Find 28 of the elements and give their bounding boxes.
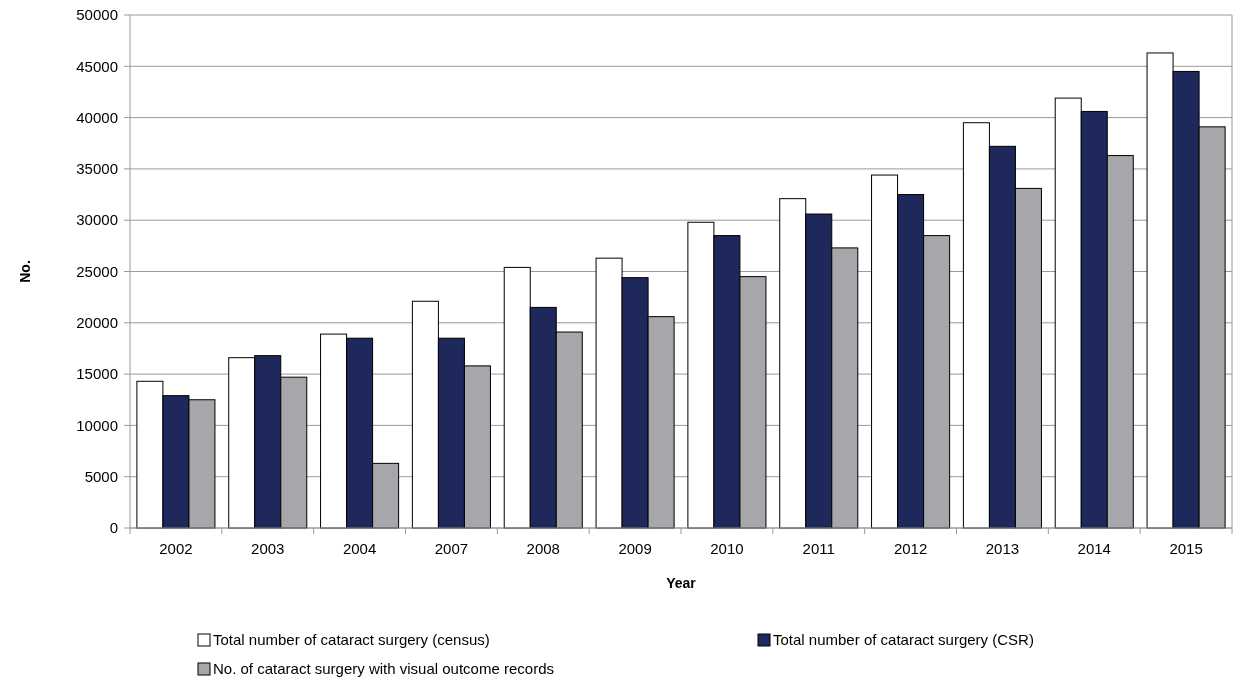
y-tick-label: 50000	[76, 6, 118, 24]
x-tick-label: 2003	[251, 540, 285, 557]
x-tick-label: 2004	[342, 540, 377, 557]
x-tick-label: 2014	[1077, 540, 1111, 557]
y-tick-label: 40000	[76, 108, 118, 126]
x-tick-label: 2009	[618, 540, 652, 557]
x-tick-label: 2008	[526, 540, 560, 557]
y-axis-title: No.	[17, 260, 33, 283]
y-tick-label: 15000	[76, 365, 118, 383]
y-tick-label: 45000	[76, 57, 118, 75]
y-tick-label: 35000	[76, 160, 118, 178]
legend-label: Total number of cataract surgery (CSR)	[773, 631, 1034, 649]
y-tick-label: 20000	[76, 314, 118, 332]
y-tick-label: 25000	[76, 262, 118, 280]
x-tick-label: 2013	[985, 540, 1020, 557]
x-tick-label: 2010	[710, 540, 744, 557]
y-tick-label: 30000	[76, 211, 118, 229]
legend-label: Total number of cataract surgery (census)	[213, 631, 490, 649]
y-tick-label: 0	[109, 519, 118, 537]
x-tick-label: 2002	[159, 540, 193, 557]
x-tick-label: 2015	[1169, 540, 1203, 557]
x-tick-label: 2011	[802, 540, 835, 557]
x-tick-label: 2012	[893, 540, 928, 557]
y-tick-label: 10000	[76, 416, 118, 434]
x-tick-label: 2007	[434, 540, 469, 557]
legend-label: No. of cataract surgery with visual outcome records	[213, 660, 554, 678]
y-tick-label: 5000	[84, 467, 118, 485]
x-axis-title: Year	[666, 575, 697, 591]
